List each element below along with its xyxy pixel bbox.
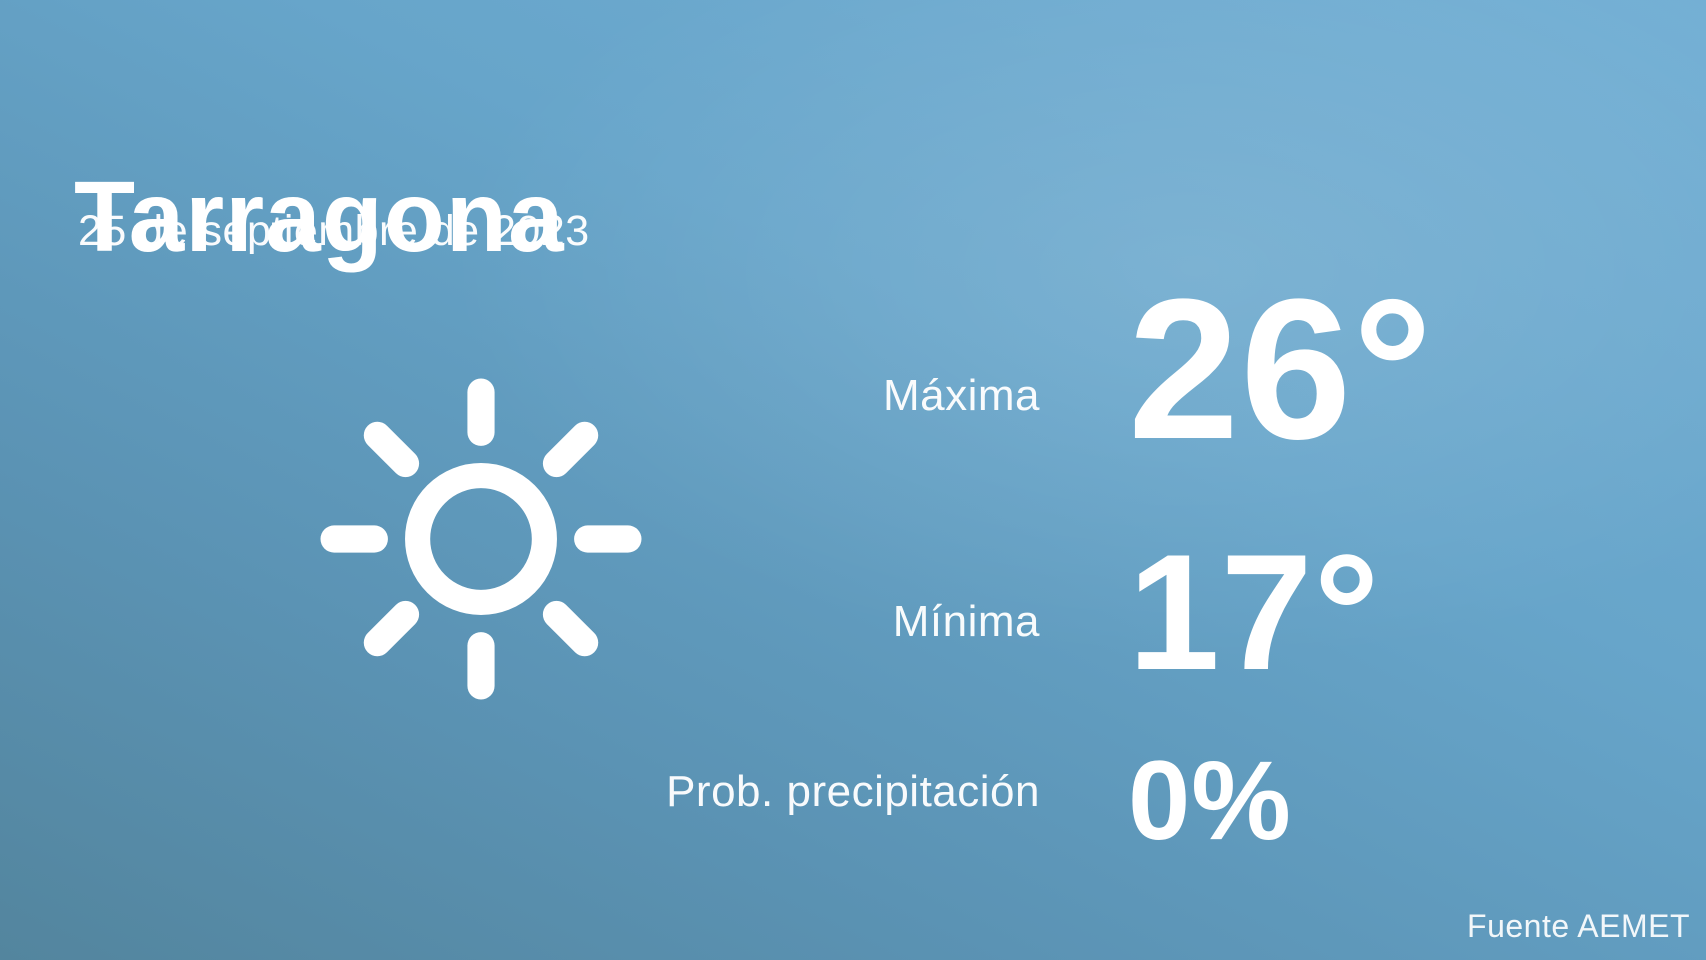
precipitation-probability-label: Prob. precipitación	[666, 767, 1040, 816]
page-title-city: Tarragona	[74, 161, 565, 273]
forecast-date: 25 de septiembre de 2023	[78, 207, 590, 255]
max-temp-value: 26°	[1128, 258, 1434, 481]
data-source-credit: Fuente AEMET	[1467, 908, 1690, 944]
min-temp-label: Mínima	[892, 597, 1040, 646]
sun-icon	[320, 378, 642, 700]
max-temp-label: Máxima	[882, 371, 1040, 420]
min-temp-value: 17°	[1128, 520, 1381, 704]
precipitation-probability-value: 0%	[1128, 738, 1292, 863]
